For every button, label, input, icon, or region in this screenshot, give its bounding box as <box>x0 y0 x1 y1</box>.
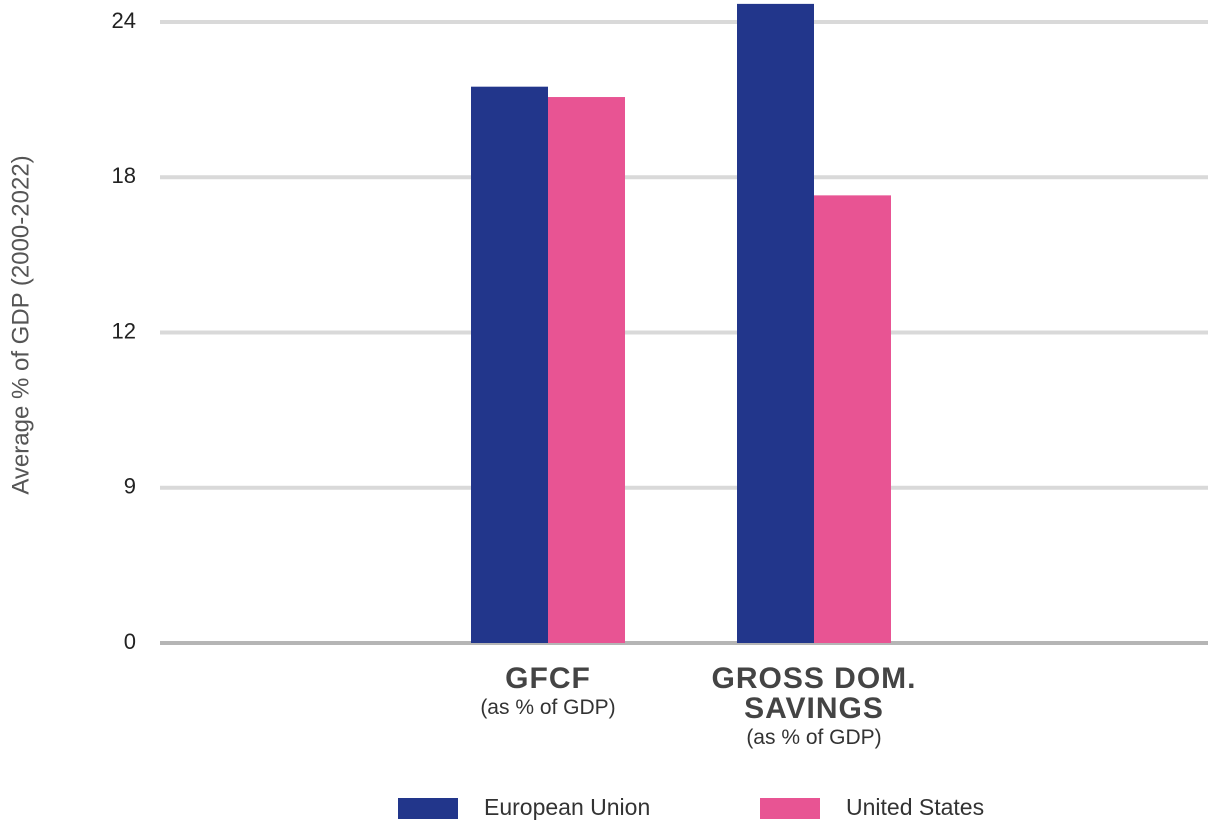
bar <box>548 97 625 643</box>
y-axis-label: Average % of GDP (2000-2022) <box>7 155 34 494</box>
bar <box>814 195 891 643</box>
category-sublabel: (as % of GDP) <box>480 696 616 719</box>
bar <box>737 3 814 644</box>
legend-label: European Union <box>484 794 650 820</box>
legend-label: United States <box>846 794 984 820</box>
y-tick-label: 9 <box>124 474 136 499</box>
y-tick-label: 24 <box>112 8 136 33</box>
legend-swatch <box>760 798 820 819</box>
y-tick-label: 0 <box>124 629 136 654</box>
x-tick-label: GFCF (as % of GDP) <box>398 664 698 722</box>
bar <box>471 86 548 644</box>
category-name: GROSS DOM. SAVINGS <box>711 662 917 725</box>
x-tick-label: GROSS DOM. SAVINGS (as % of GDP) <box>664 664 964 752</box>
y-tick-label: 12 <box>112 318 136 343</box>
category-name: GFCF <box>505 662 591 695</box>
y-tick-label: 18 <box>112 163 136 188</box>
category-sublabel: (as % of GDP) <box>746 726 882 749</box>
legend-swatch <box>398 798 458 819</box>
